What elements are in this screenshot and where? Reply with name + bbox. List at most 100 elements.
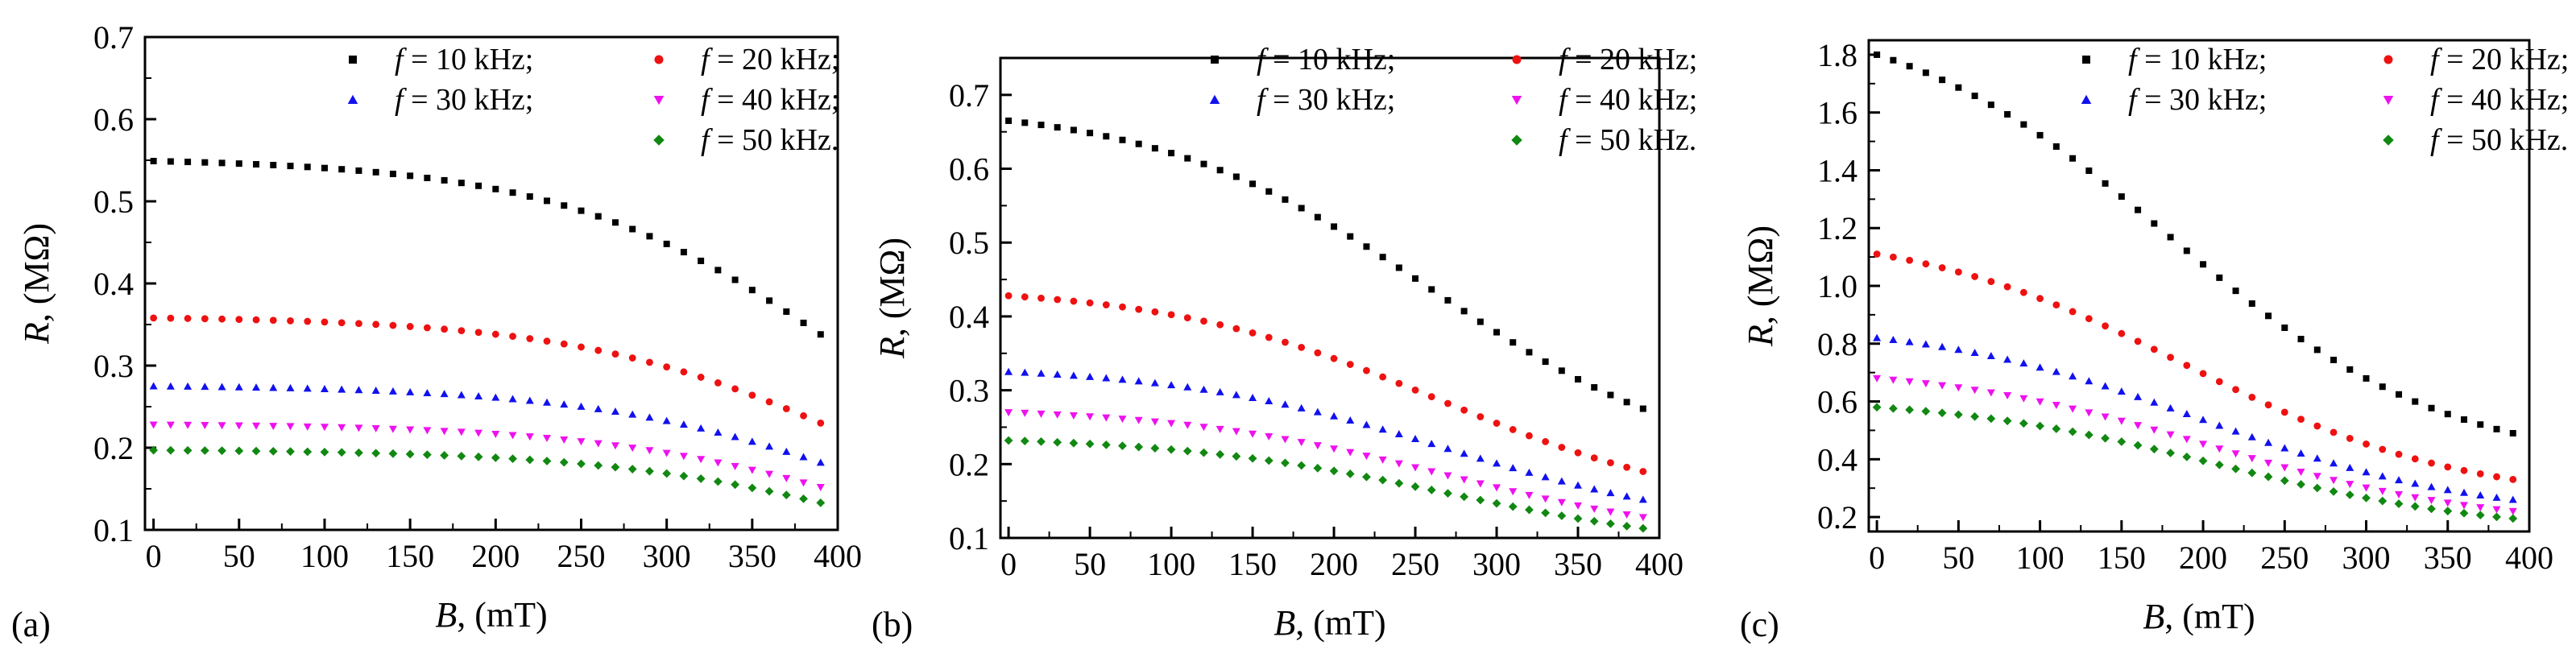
data-point [2052,301,2060,309]
data-point [423,388,432,396]
data-point [1873,374,1882,383]
data-point [1607,391,1614,399]
data-point [388,425,397,433]
data-point [1346,361,1354,368]
data-point [1574,481,1583,489]
data-point [2232,386,2239,394]
data-point [1134,377,1143,385]
data-point [2134,337,2142,345]
data-point [2265,312,2272,320]
data-point [1135,140,1142,147]
y-tick-label: 0.4 [1817,441,1857,478]
axes-frame [999,56,1661,540]
data-point [1103,133,1110,140]
data-point [2410,502,2420,511]
data-point [1134,416,1143,424]
data-point [2199,416,2208,424]
data-point [201,159,209,166]
data-point [1557,498,1566,507]
data-point [2492,493,2501,501]
data-point [1986,414,1996,424]
data-point [1460,406,1468,414]
data-point [2182,452,2192,461]
data-point [561,202,568,209]
x-tick-label: 50 [223,538,255,574]
data-point [611,462,620,472]
panel-1: 0 50 100 150 200 250 300 350 400 0.1 0.2 0.3 0.4 0.5 0… [11,19,862,644]
data-point [321,164,328,172]
data-point [2379,383,2386,391]
data-point [1021,119,1029,126]
x-tick-label: 150 [386,538,434,574]
data-point [1167,381,1176,389]
data-point [1330,354,1338,362]
data-point [2427,482,2436,490]
data-point [303,384,312,392]
legend-marker [2383,55,2393,64]
data-point [800,412,807,420]
data-point [1986,352,1995,360]
data-point [2411,494,2420,502]
legend-marker [2383,96,2394,105]
data-point [1510,339,1517,346]
data-point [491,453,500,462]
data-point [782,474,791,482]
data-point [1249,394,1257,402]
y-tick-label: 0.6 [93,101,134,138]
data-point [321,318,329,326]
data-point [1248,453,1257,463]
y-tick-label: 0.2 [1817,499,1857,536]
data-point [2492,512,2501,522]
legend-marker [349,56,357,64]
data-point [2330,428,2338,436]
data-point [1282,196,1289,203]
data-point [1184,155,1191,162]
data-point [1987,101,1994,109]
data-point [1557,511,1567,520]
data-point [1021,368,1029,376]
series-s50 [1872,403,2518,523]
data-point [355,167,362,174]
y-tick-label: 0.4 [93,266,134,302]
data-point [320,447,329,457]
data-point [680,368,688,376]
data-point [1297,461,1307,470]
data-point [2019,419,2028,428]
data-point [1508,502,1518,511]
x-tick-label: 350 [1554,546,1602,582]
data-point [474,329,482,337]
data-point [731,276,739,283]
data-point [1330,412,1339,420]
data-point [2395,476,2404,484]
data-point [1574,502,1583,510]
data-point [2330,356,2338,363]
data-point [2247,432,2256,440]
data-point [2411,455,2419,463]
series-s40 [1004,409,1647,522]
data-point [748,466,756,474]
data-point [338,166,346,173]
data-point [1395,264,1402,271]
data-point [2215,378,2223,386]
data-point [1037,122,1045,129]
data-point [1037,294,1045,302]
data-point [217,422,226,430]
data-point [2428,404,2435,412]
x-tick-label: 300 [2342,540,2391,576]
data-point [1873,333,1882,341]
data-point [1622,521,1632,531]
legend-label: f = 30 kHz; [395,83,533,117]
data-point [304,317,312,325]
data-point [150,314,158,322]
data-point [304,163,311,171]
data-point [1216,321,1224,329]
data-point [166,445,176,455]
data-point [2199,370,2207,378]
x-tick-label: 350 [728,538,777,574]
data-point [1411,464,1420,472]
data-point [560,436,569,444]
data-point [1216,167,1224,174]
data-point [1183,314,1191,322]
data-point [731,385,739,393]
